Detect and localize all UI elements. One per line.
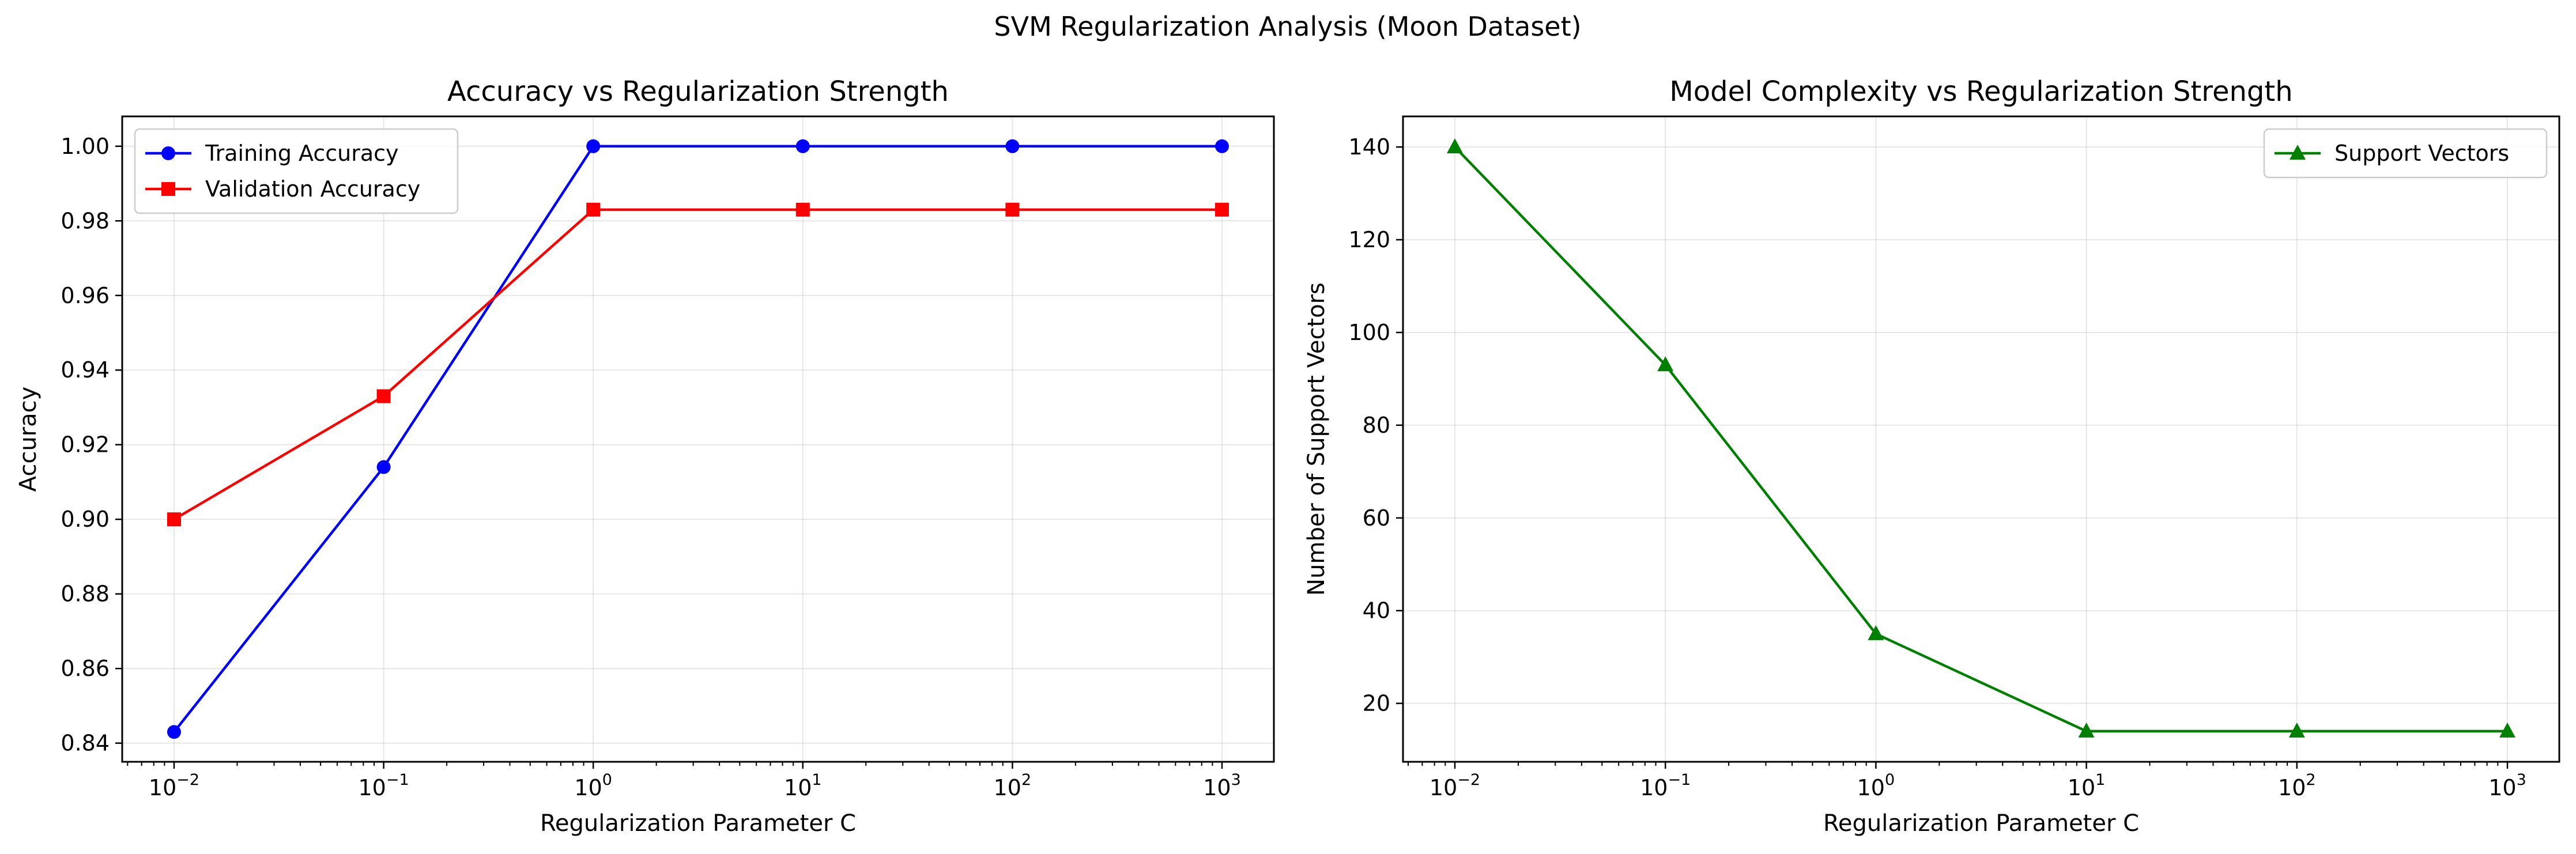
complexity-x-tick-label: 100 (1857, 771, 1895, 800)
accuracy-data-point (586, 139, 601, 153)
complexity-legend-box (2263, 128, 2548, 179)
complexity-data-point (1657, 356, 1674, 372)
accuracy-y-tick-label: 0.84 (61, 731, 110, 756)
complexity-x-tick-label: 10−1 (1640, 771, 1691, 800)
accuracy-series-line-0 (173, 145, 1222, 733)
complexity-x-tick-label: 103 (2488, 771, 2526, 800)
complexity-y-tick-label: 80 (1363, 413, 1390, 438)
complexity-data-point (2288, 722, 2305, 738)
accuracy-data-point (1215, 139, 1229, 153)
complexity-y-tick-label: 60 (1363, 505, 1390, 531)
accuracy-y-tick-label: 1.00 (61, 134, 110, 159)
accuracy-data-point (376, 460, 391, 474)
accuracy-data-point (1215, 202, 1229, 217)
complexity-x-tick-label: 102 (2278, 771, 2316, 800)
accuracy-x-tick-label: 10−1 (359, 771, 409, 800)
accuracy-y-tick-label: 0.90 (61, 507, 110, 532)
accuracy-chart-title: Accuracy vs Regularization Strength (447, 75, 949, 108)
accuracy-y-axis-label: Accuracy (15, 387, 42, 492)
complexity-y-tick-label: 120 (1348, 227, 1390, 252)
complexity-y-axis-label: Number of Support Vectors (1303, 282, 1330, 596)
accuracy-y-tick-label: 0.94 (61, 357, 110, 383)
accuracy-data-point (795, 139, 810, 153)
accuracy-data-point (167, 725, 181, 739)
accuracy-x-axis-label: Regularization Parameter C (540, 810, 856, 837)
accuracy-x-tick-label: 102 (994, 771, 1032, 800)
complexity-chart-title: Model Complexity vs Regularization Stren… (1669, 75, 2292, 108)
complexity-plot-area (1403, 116, 2559, 762)
complexity-data-point (1447, 138, 1463, 154)
complexity-y-tick-label: 100 (1348, 320, 1390, 345)
complexity-x-tick-label: 10−2 (1430, 771, 1480, 800)
accuracy-y-tick-label: 0.96 (61, 283, 110, 308)
accuracy-legend-marker (161, 146, 175, 160)
accuracy-legend-box (134, 128, 459, 214)
complexity-legend-label: Support Vectors (2334, 141, 2509, 166)
complexity-plot-frame (1402, 115, 2560, 763)
accuracy-data-point (1005, 202, 1020, 217)
accuracy-y-tick-label: 0.86 (61, 656, 110, 681)
complexity-data-point (1868, 625, 1884, 640)
accuracy-y-tick-label: 0.88 (61, 581, 110, 607)
accuracy-series-line-1 (173, 208, 1222, 521)
accuracy-series (167, 139, 1229, 739)
accuracy-data-point (376, 389, 391, 403)
complexity-y-tick-label: 20 (1363, 691, 1390, 716)
complexity-x-tick-label: 101 (2068, 771, 2106, 800)
accuracy-y-tick-label: 0.92 (61, 432, 110, 458)
accuracy-legend-label: Training Accuracy (205, 141, 399, 166)
accuracy-legend-marker (161, 182, 175, 196)
complexity-data-point (2078, 722, 2095, 738)
accuracy-x-tick-label: 10−2 (149, 771, 199, 800)
complexity-legend-marker (2290, 145, 2306, 160)
complexity-series-line-0 (1454, 146, 2507, 733)
accuracy-x-tick-label: 100 (574, 771, 612, 800)
accuracy-x-tick-label: 101 (784, 771, 822, 800)
accuracy-ticks: 10−2 10−1 100 101 102 103 0.84 0.86 0.88 0.90 0.92… (61, 134, 1240, 800)
complexity-y-tick-label: 40 (1363, 598, 1390, 624)
accuracy-data-point (167, 512, 181, 527)
complexity-x-axis-label: Regularization Parameter C (1823, 810, 2139, 837)
figure-suptitle: SVM Regularization Analysis (Moon Datase… (994, 11, 1581, 42)
complexity-legend: Support Vectors (2263, 128, 2548, 179)
accuracy-y-tick-label: 0.98 (61, 208, 110, 233)
accuracy-legend-label: Validation Accuracy (205, 176, 420, 202)
complexity-chart: 10−2 10−1 100 101 102 103 20 40 60 80 100 120 140 Mo… (1303, 75, 2560, 837)
complexity-data-point (2499, 722, 2515, 738)
accuracy-x-tick-label: 103 (1203, 771, 1241, 800)
complexity-y-tick-label: 140 (1348, 134, 1390, 160)
accuracy-plot-area (122, 116, 1274, 762)
accuracy-plot-frame (121, 115, 1275, 763)
accuracy-chart: 10−2 10−1 100 101 102 103 0.84 0.86 0.88 0.90 0.92… (15, 75, 1275, 837)
accuracy-data-point (586, 202, 601, 217)
complexity-grid (1403, 116, 2559, 762)
accuracy-data-point (795, 202, 810, 217)
accuracy-data-point (1005, 139, 1020, 153)
complexity-ticks: 10−2 10−1 100 101 102 103 20 40 60 80 100 120 140 (1348, 134, 2526, 800)
complexity-series (1447, 138, 2515, 738)
accuracy-legend: Training Accuracy Validation Accuracy (134, 128, 459, 214)
